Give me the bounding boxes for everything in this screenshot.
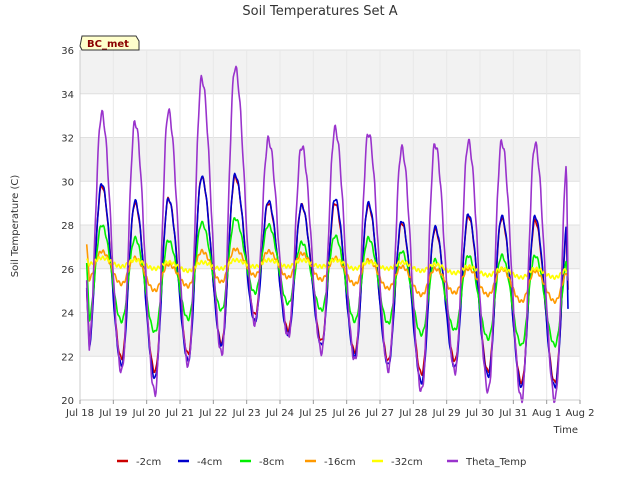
x-axis-label: Time bbox=[553, 425, 578, 436]
legend-item: -32cm bbox=[372, 457, 423, 468]
x-tick-label: Jul 24 bbox=[265, 408, 294, 419]
y-tick-label: 26 bbox=[61, 265, 74, 276]
x-tick-label: Jul 31 bbox=[498, 408, 527, 419]
x-tick-label: Aug 2 bbox=[565, 408, 594, 419]
axes bbox=[79, 50, 580, 401]
y-tick-label: 20 bbox=[61, 396, 74, 407]
legend-label: -8cm bbox=[259, 457, 284, 468]
badge: BC_met bbox=[79, 35, 140, 51]
legend-item: -8cm bbox=[240, 457, 284, 468]
x-tick-label: Jul 19 bbox=[98, 408, 127, 419]
chart-title: Soil Temperatures Set A bbox=[242, 4, 397, 19]
series-line-thetatemp bbox=[85, 65, 569, 404]
plot-band bbox=[80, 312, 580, 357]
y-tick-label: 34 bbox=[61, 90, 74, 101]
y-tick-label: 36 bbox=[61, 46, 74, 57]
legend-item: -16cm bbox=[305, 457, 356, 468]
y-axis-label: Soil Temperature (C) bbox=[10, 175, 21, 278]
y-tick-label: 22 bbox=[61, 352, 74, 363]
y-tick-label: 28 bbox=[61, 221, 74, 232]
plot-band bbox=[80, 137, 580, 182]
series-layer bbox=[85, 65, 569, 404]
legend-item: Theta_Temp bbox=[447, 457, 526, 468]
x-ticks: Jul 18 Jul 19 Jul 20 Jul 21 Jul 22 Jul 23 Jul … bbox=[65, 400, 595, 419]
x-tick-label: Jul 20 bbox=[132, 408, 161, 419]
legend-label: Theta_Temp bbox=[465, 457, 526, 468]
y-tick-label: 30 bbox=[61, 177, 74, 188]
plot-band bbox=[80, 50, 580, 94]
x-tick-label: Jul 22 bbox=[198, 408, 227, 419]
x-tick-label: Jul 23 bbox=[232, 408, 261, 419]
series-line-4cm bbox=[85, 172, 569, 389]
x-tick-label: Jul 18 bbox=[65, 408, 94, 419]
legend-item: -2cm bbox=[117, 457, 161, 468]
x-tick-label: Jul 29 bbox=[432, 408, 461, 419]
legend-item: -4cm bbox=[178, 457, 222, 468]
legend-label: -2cm bbox=[136, 457, 161, 468]
x-tick-label: Jul 28 bbox=[398, 408, 427, 419]
y-ticks: 20 22 24 26 28 30 32 34 36 bbox=[61, 46, 74, 407]
x-tick-label: Jul 27 bbox=[365, 408, 394, 419]
y-tick-label: 24 bbox=[61, 309, 74, 320]
x-tick-label: Jul 30 bbox=[465, 408, 494, 419]
x-tick-label: Jul 21 bbox=[165, 408, 194, 419]
legend-label: -4cm bbox=[197, 457, 222, 468]
x-tick-label: Aug 1 bbox=[532, 408, 561, 419]
x-tick-label: Jul 26 bbox=[332, 408, 361, 419]
badge-text: BC_met bbox=[87, 39, 129, 50]
legend-label: -16cm bbox=[324, 457, 356, 468]
x-tick-label: Jul 25 bbox=[298, 408, 327, 419]
legend: -2cm -4cm -8cm -16cm -32cm Theta_Temp bbox=[117, 457, 526, 468]
legend-label: -32cm bbox=[391, 457, 423, 468]
y-tick-label: 32 bbox=[61, 134, 74, 145]
